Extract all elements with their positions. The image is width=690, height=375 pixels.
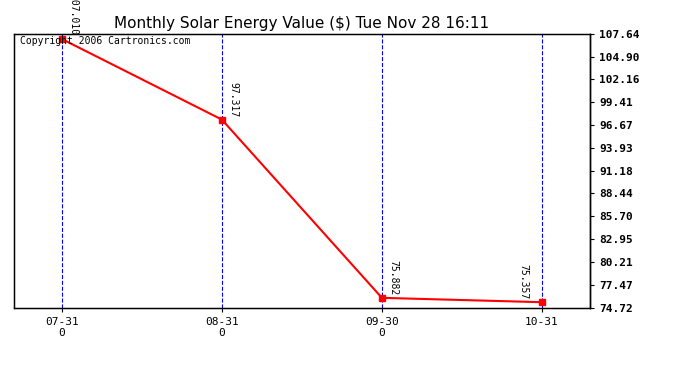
Text: Copyright 2006 Cartronics.com: Copyright 2006 Cartronics.com bbox=[19, 36, 190, 46]
Text: 97.317: 97.317 bbox=[228, 82, 238, 117]
Title: Monthly Solar Energy Value ($) Tue Nov 28 16:11: Monthly Solar Energy Value ($) Tue Nov 2… bbox=[115, 16, 489, 31]
Text: 75.357: 75.357 bbox=[518, 264, 528, 300]
Text: 75.882: 75.882 bbox=[388, 260, 398, 296]
Text: 107.010: 107.010 bbox=[68, 0, 78, 36]
